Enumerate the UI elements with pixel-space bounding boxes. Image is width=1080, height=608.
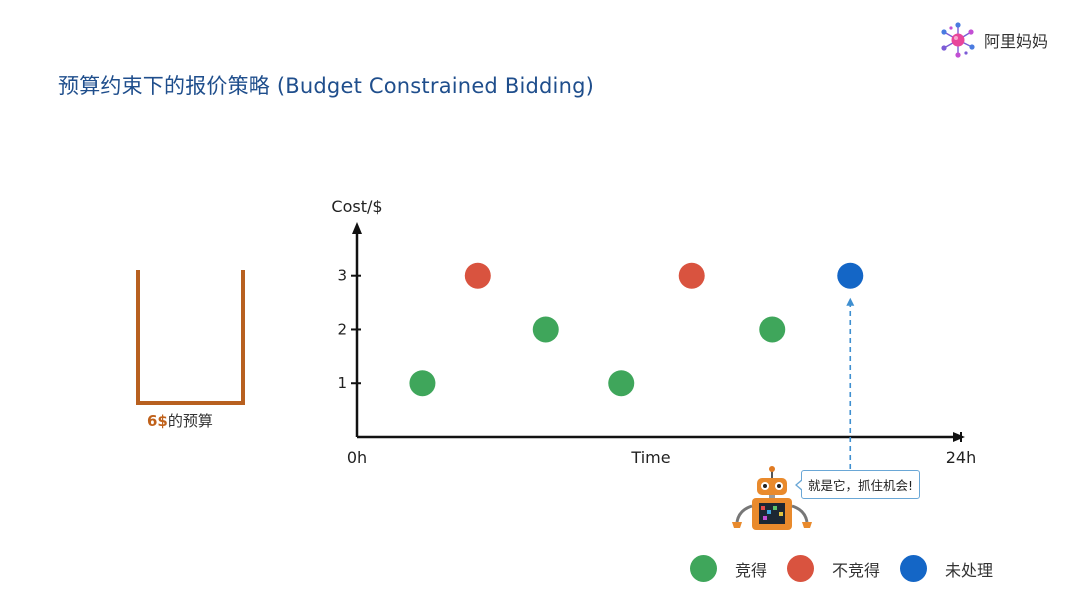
- slide-title: 预算约束下的报价策略 (Budget Constrained Bidding): [58, 74, 595, 98]
- legend-dot-pending: [900, 555, 928, 582]
- y-tick-label-3: 3: [337, 267, 347, 285]
- legend-item-won: 竞得: [690, 555, 767, 582]
- speech-bubble: 就是它，抓住机会!: [794, 470, 921, 499]
- molecule-logo-icon: [941, 22, 975, 58]
- legend-label-pending: 未处理: [945, 560, 994, 580]
- y-tick-label-2: 2: [337, 320, 347, 338]
- legend-label-won: 竞得: [735, 560, 768, 580]
- x-axis-arrow: [953, 432, 965, 442]
- legend-item-pending: 未处理: [900, 555, 993, 582]
- legend-dot-lost: [787, 555, 815, 582]
- point-4-won: [608, 370, 635, 397]
- point-2-lost: [464, 262, 491, 289]
- logo: 阿里妈妈: [938, 20, 1048, 60]
- chart-axes: [352, 222, 965, 442]
- legend-label-lost: 不竞得: [832, 560, 881, 580]
- x-tick-label-end: 24h: [946, 448, 977, 467]
- budget-caption: 6$的预算: [147, 410, 213, 431]
- x-axis-label: Time: [630, 448, 670, 467]
- robot-icon: [732, 466, 812, 530]
- y-axis-arrow: [352, 222, 362, 234]
- x-tick-label-start: 0h: [347, 448, 367, 467]
- point-1-won: [409, 370, 436, 397]
- point-6-won: [759, 316, 786, 343]
- target-arrow-head: [846, 297, 855, 306]
- budget-amount: 6$: [147, 412, 168, 430]
- legend: 竞得 不竞得 未处理: [690, 555, 993, 582]
- legend-dot-won: [690, 555, 717, 582]
- budget-container: [136, 270, 245, 405]
- point-3-won: [532, 316, 559, 343]
- point-5-lost: [678, 262, 705, 289]
- y-tick-label-1: 1: [337, 374, 347, 392]
- logo-text: 阿里妈妈: [984, 32, 1049, 51]
- budget-suffix: 的预算: [167, 412, 213, 430]
- legend-item-lost: 不竞得: [787, 555, 880, 582]
- point-7-pending: [837, 262, 864, 289]
- y-axis-label: Cost/$: [331, 197, 382, 216]
